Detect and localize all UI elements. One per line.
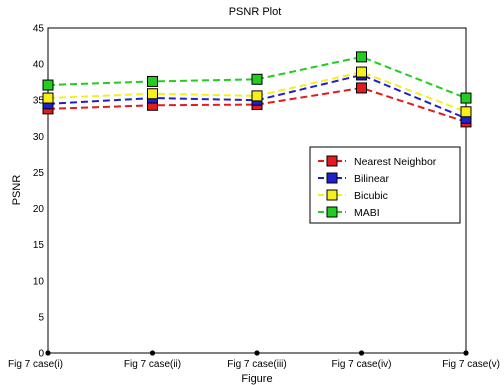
x-axis-title: Figure [241, 373, 272, 385]
y-tick-label: 40 [33, 60, 45, 71]
data-point [147, 75, 158, 87]
x-tick-label: Fig 7 case(iv) [331, 359, 391, 370]
baseline-markers [45, 350, 469, 356]
data-point [42, 92, 54, 104]
legend: Nearest Neighbor Bilinear Bicubic MABI [309, 146, 461, 224]
data-point [356, 82, 367, 94]
baseline-marker [149, 350, 156, 356]
legend-label: Bicubic [354, 190, 388, 202]
x-tick-label: Fig 7 case(v) [442, 359, 500, 370]
y-tick-label: 20 [33, 204, 45, 215]
y-tick-label: 35 [33, 96, 45, 107]
data-point [356, 66, 367, 78]
data-point [42, 79, 54, 91]
legend-label: Nearest Neighbor [354, 156, 437, 168]
legend-swatch-marker [326, 206, 338, 218]
legend-swatch-marker [326, 155, 338, 167]
baseline-marker [463, 350, 469, 356]
data-point [356, 51, 367, 63]
x-tick-label: Fig 7 case(iii) [227, 359, 286, 370]
y-tick-label: 30 [33, 132, 45, 143]
y-tick-label: 5 [38, 312, 44, 323]
legend-swatch-marker [326, 172, 338, 184]
y-tick-label: 45 [33, 24, 45, 35]
x-tick-label: Fig 7 case(i) [8, 359, 63, 370]
legend-label: MABI [354, 207, 380, 219]
y-axis-title: PSNR [11, 175, 23, 206]
series-layer [42, 51, 472, 128]
data-point [147, 88, 158, 100]
baseline-marker [358, 350, 365, 356]
baseline-marker [254, 350, 260, 356]
data-point [251, 73, 263, 85]
data-point [460, 106, 472, 118]
y-tick-label: 10 [33, 276, 45, 287]
baseline-marker [45, 350, 51, 356]
legend-label: Bilinear [354, 173, 390, 185]
data-point [460, 92, 472, 104]
y-tick-label: 0 [38, 349, 44, 360]
legend-swatch-marker [326, 189, 338, 201]
chart-title: PSNR Plot [229, 6, 282, 18]
data-point [251, 90, 263, 102]
y-tick-label: 15 [33, 240, 45, 251]
x-tick-label: Fig 7 case(ii) [124, 359, 181, 370]
y-tick-label: 25 [33, 168, 45, 179]
